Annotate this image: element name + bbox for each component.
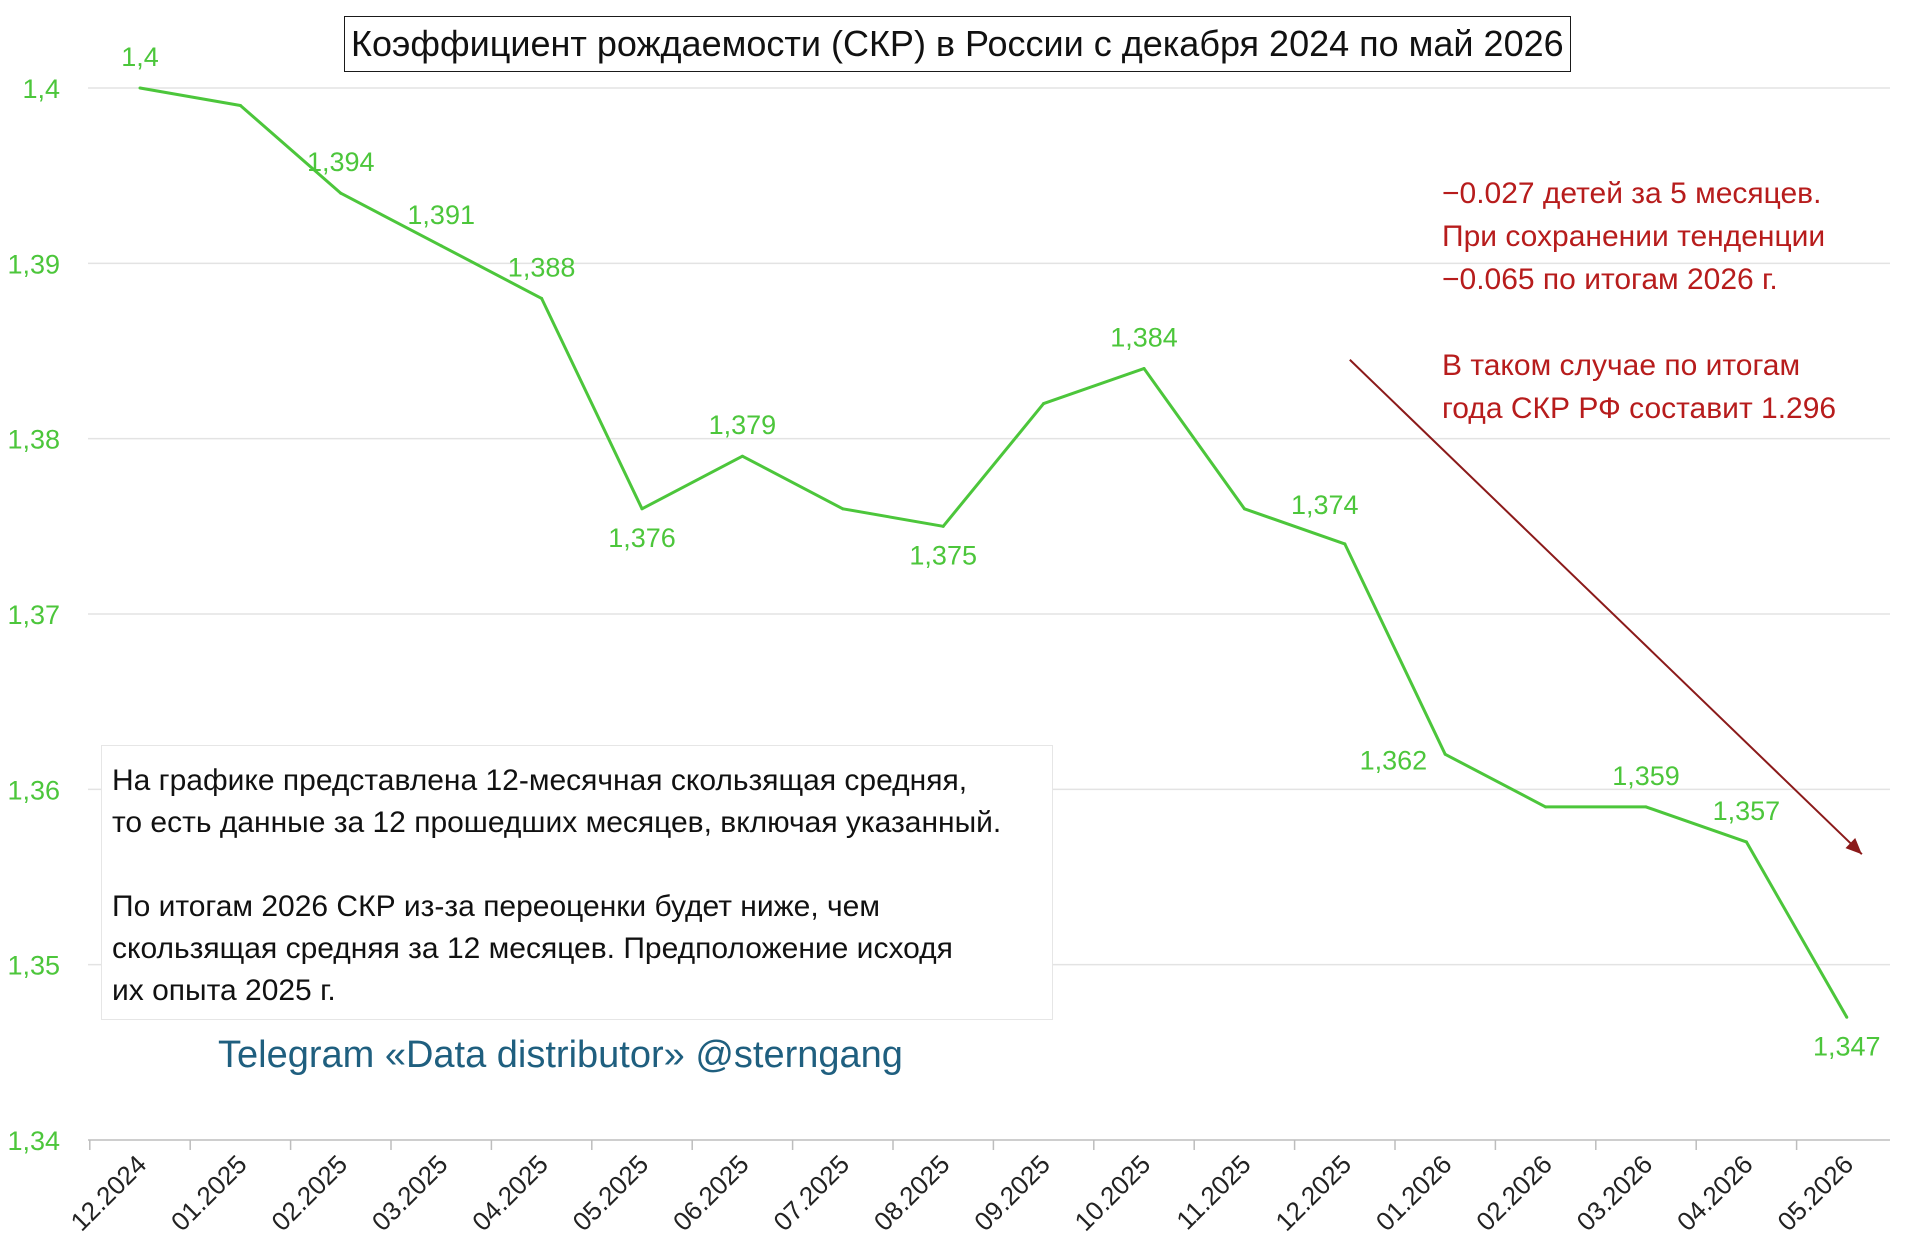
x-tick-label: 01.2025 [165,1149,253,1237]
x-tick-label: 07.2025 [767,1149,855,1237]
trend-arrow [1349,359,1863,855]
data-point [1845,1015,1849,1019]
data-point [439,244,443,248]
data-label: 1,359 [1612,761,1680,791]
y-tick-label: 1,34 [7,1126,60,1156]
x-tick-label: 12.2024 [65,1149,153,1237]
y-tick-label: 1,37 [7,600,60,630]
data-label: 1,376 [608,523,676,553]
assumption-text: По итогам 2026 СКР из-за переоценки буде… [112,890,953,1007]
forecast-result-text: В таком случае по итогам года СКР РФ сос… [1442,349,1837,425]
data-label: 1,375 [909,540,977,570]
data-labels: 1,4 1,394 1,391 1,388 1,376 1,379 1,375 1,384 1,… [121,42,1880,1061]
x-tick-label: 11.2025 [1170,1149,1256,1235]
data-point [640,507,644,511]
series-line [138,86,1849,1019]
data-label: 1,362 [1360,745,1428,775]
y-tick-label: 1,39 [7,249,60,279]
x-tick-label: 09.2025 [968,1149,1056,1237]
x-tick-label: 12.2025 [1269,1149,1357,1237]
data-point [540,296,544,300]
series-line-path [139,86,1849,1019]
x-tick-label: 02.2025 [265,1149,353,1237]
data-point [1042,402,1046,406]
data-point [1744,840,1748,844]
y-tick-label: 1,38 [7,425,60,455]
forecast-decline-text: −0.027 детей за 5 месяцев. При сохранени… [1442,177,1826,296]
x-tick-label: 01.2026 [1370,1149,1458,1237]
data-label: 1,4 [121,42,159,72]
data-point [1644,805,1648,809]
data-label: 1,384 [1110,323,1178,353]
y-tick-label: 1,36 [7,775,60,805]
data-label: 1,357 [1713,796,1781,826]
y-tick-label: 1,35 [7,951,60,981]
data-label: 1,379 [709,410,777,440]
data-point [941,524,945,528]
x-tick-label: 05.2026 [1771,1149,1859,1237]
methodology-text: На графике представлена 12-месячная скол… [112,764,1002,839]
data-point [1242,507,1246,511]
data-label: 1,394 [307,147,375,177]
data-point [238,104,242,108]
data-label: 1,374 [1291,490,1359,520]
x-tick-label: 06.2025 [667,1149,755,1237]
forecast-annotation: −0.027 детей за 5 месяцев. При сохранени… [1442,172,1882,430]
x-tick-label: 08.2025 [868,1149,956,1237]
trend-arrow-head [1845,838,1862,855]
data-label: 1,391 [407,200,475,230]
data-label: 1,388 [508,252,576,282]
data-point [1544,805,1548,809]
source-credit: Telegram «Data distributor» @sterngang [218,1034,903,1076]
chart-title: Коэффициент рождаемости (СКР) в России с… [344,16,1571,72]
x-tick-label: 04.2026 [1671,1149,1759,1237]
data-point [1343,542,1347,546]
data-point [1142,367,1146,371]
y-tick-label: 1,4 [22,74,60,104]
x-tick-label: 03.2026 [1571,1149,1659,1237]
x-tick-label: 10.2025 [1069,1149,1157,1237]
methodology-note: На графике представлена 12-месячная скол… [101,745,1053,1020]
data-point [1443,752,1447,756]
data-point [740,454,744,458]
trend-arrow-shaft [1349,359,1863,855]
data-point [339,191,343,195]
data-label: 1,347 [1813,1031,1881,1061]
x-tick-label: 02.2026 [1470,1149,1558,1237]
data-point [138,86,142,90]
x-tick-label: 04.2025 [466,1149,554,1237]
data-point [841,507,845,511]
x-tick-label: 03.2025 [366,1149,454,1237]
x-tick-label: 05.2025 [567,1149,655,1237]
